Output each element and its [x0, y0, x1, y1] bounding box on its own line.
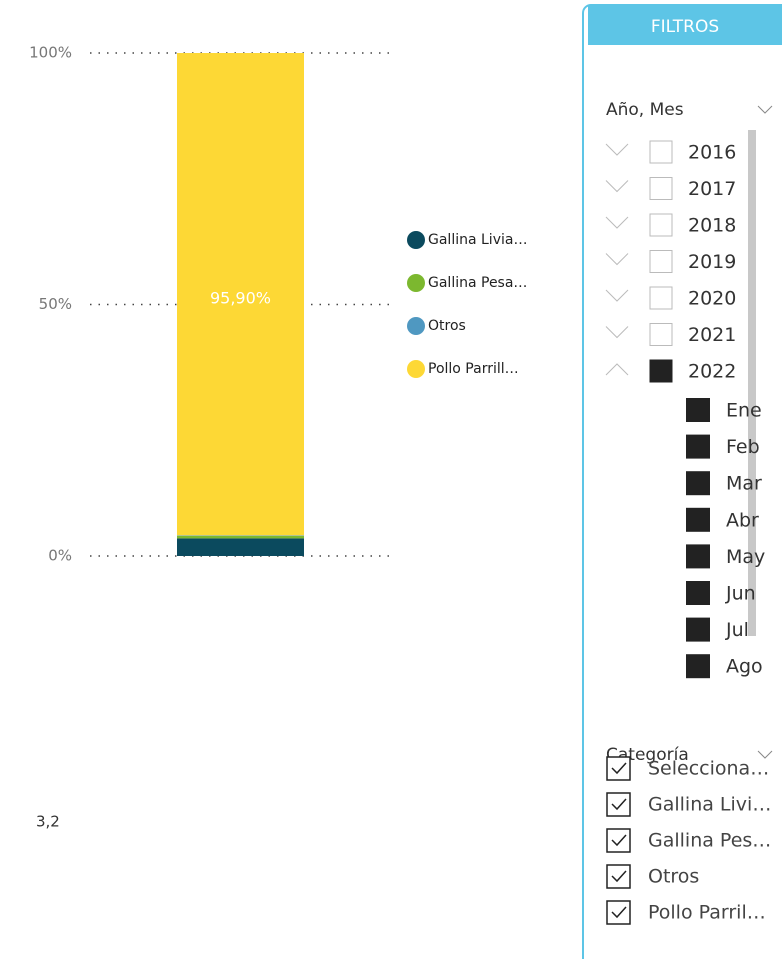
checkmark [611, 798, 627, 811]
y-tick-label: 0% [48, 547, 72, 565]
expand-chevron[interactable] [605, 253, 629, 266]
filter-title: FILTROS [651, 17, 719, 37]
month-label[interactable]: May [726, 546, 765, 568]
checkbox[interactable] [606, 864, 631, 889]
checkbox[interactable] [649, 323, 673, 346]
year-label[interactable]: 2016 [688, 142, 736, 164]
expand-chevron[interactable] [605, 143, 629, 156]
legend-marker[interactable] [407, 231, 425, 249]
slicer-title: Año, Mes [606, 100, 684, 120]
slicer-chevron[interactable] [757, 105, 773, 114]
checkbox[interactable] [686, 617, 710, 642]
checkbox[interactable] [649, 250, 673, 273]
checkbox[interactable] [606, 756, 631, 781]
scrollbar[interactable] [748, 130, 756, 636]
legend-marker[interactable] [407, 317, 425, 335]
checkbox[interactable] [649, 359, 673, 383]
legend-label[interactable]: Gallina Pesa… [428, 275, 527, 291]
y-tick-label: 50% [39, 295, 72, 313]
category-label[interactable]: Gallina Livi… [648, 794, 771, 816]
checkbox[interactable] [649, 177, 673, 200]
checkbox[interactable] [686, 654, 710, 679]
slicer-chevron[interactable] [757, 750, 773, 759]
checkbox[interactable] [649, 213, 673, 237]
checkbox[interactable] [686, 471, 710, 496]
checkbox[interactable] [606, 792, 631, 817]
checkbox[interactable] [686, 398, 710, 422]
data-label: 95,90% [210, 289, 271, 308]
month-label[interactable]: Abr [726, 509, 759, 531]
bar-segment [177, 535, 304, 539]
month-label[interactable]: Jul [725, 619, 749, 641]
checkbox[interactable] [686, 507, 710, 532]
year-label[interactable]: 2022 [688, 361, 736, 383]
legend-marker[interactable] [407, 274, 425, 292]
category-label[interactable]: Selecciona… [648, 758, 769, 780]
expand-chevron[interactable] [605, 180, 629, 193]
year-label[interactable]: 2020 [688, 288, 736, 310]
checkbox[interactable] [649, 286, 673, 310]
year-label[interactable]: 2018 [688, 215, 736, 237]
legend-label[interactable]: Otros [428, 318, 466, 334]
checkbox[interactable] [606, 900, 631, 925]
bar-segment [177, 53, 304, 536]
month-label[interactable]: Ene [726, 400, 762, 422]
checkmark [611, 870, 627, 883]
year-label[interactable]: 2019 [688, 251, 736, 273]
checkmark [611, 906, 627, 919]
month-label[interactable]: Feb [726, 436, 760, 458]
checkbox[interactable] [686, 544, 710, 569]
checkbox[interactable] [606, 828, 631, 853]
category-label[interactable]: Otros [648, 866, 699, 888]
category-label[interactable]: Pollo Parril… [648, 902, 766, 924]
legend-label[interactable]: Pollo Parrill… [428, 361, 519, 377]
checkmark [611, 834, 627, 847]
year-label[interactable]: 2021 [688, 324, 736, 346]
bar-segment [177, 538, 304, 556]
filter-panel [582, 4, 782, 959]
checkbox[interactable] [686, 434, 710, 459]
category-label[interactable]: Gallina Pes… [648, 830, 771, 852]
checkbox[interactable] [649, 140, 673, 164]
month-label[interactable]: Mar [726, 473, 762, 495]
legend-label[interactable]: Gallina Livia… [428, 232, 527, 248]
legend-marker[interactable] [407, 360, 425, 378]
card-value: 3,2 [36, 813, 60, 831]
bar-segment [177, 535, 304, 536]
filter-header [588, 6, 782, 45]
expand-chevron[interactable] [605, 326, 629, 339]
expand-chevron[interactable] [605, 289, 629, 302]
month-label[interactable]: Ago [726, 656, 763, 678]
year-label[interactable]: 2017 [688, 178, 736, 200]
expand-chevron[interactable] [605, 363, 629, 376]
checkbox[interactable] [686, 581, 710, 605]
expand-chevron[interactable] [605, 216, 629, 229]
checkmark [611, 762, 627, 775]
month-label[interactable]: Jun [725, 583, 756, 605]
y-tick-label: 100% [29, 44, 72, 62]
